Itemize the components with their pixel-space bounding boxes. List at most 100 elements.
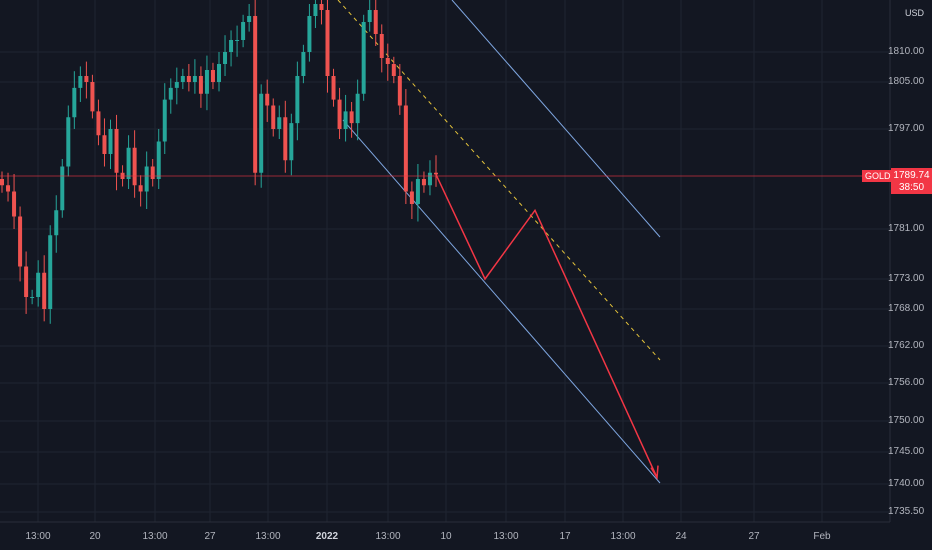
candle-body xyxy=(156,141,161,179)
candle-body xyxy=(295,76,300,124)
price-tick-label: 1810.00 xyxy=(888,46,925,57)
channel-upper-line xyxy=(451,0,661,238)
candle-body xyxy=(126,147,131,179)
candle-body xyxy=(180,76,185,82)
candle-body xyxy=(144,166,149,192)
candle-body xyxy=(72,87,77,118)
price-tick-label: 1781.00 xyxy=(888,223,925,234)
time-tick-label: 27 xyxy=(748,531,760,542)
time-tick-label: 13:00 xyxy=(493,531,519,542)
candle-body xyxy=(403,105,408,192)
candle-body xyxy=(391,64,396,76)
candle-body xyxy=(313,4,318,16)
price-tick-label: 1773.00 xyxy=(888,273,925,284)
candle-body xyxy=(253,16,258,173)
candle-body xyxy=(48,235,53,309)
candle-body xyxy=(247,16,252,22)
candle-body xyxy=(42,272,47,309)
channel-lower-line xyxy=(342,119,661,484)
time-tick-label: 13:00 xyxy=(375,531,401,542)
candle-body xyxy=(325,10,330,76)
time-tick-label: 10 xyxy=(440,531,452,542)
candle-body xyxy=(349,111,354,124)
candle-body xyxy=(102,135,107,154)
candle-body xyxy=(84,76,89,82)
price-tick-label: 1735.50 xyxy=(888,506,925,517)
price-tick-label: 1745.00 xyxy=(888,446,925,457)
candle-body xyxy=(421,179,426,186)
time-tick-label: Feb xyxy=(813,531,831,542)
candles xyxy=(0,0,438,324)
price-tick-label: 1740.00 xyxy=(888,478,925,489)
time-tick-label: 13:00 xyxy=(255,531,281,542)
time-tick-label: 20 xyxy=(89,531,101,542)
candle-body xyxy=(271,105,276,129)
price-tick-label: 1762.00 xyxy=(888,340,925,351)
candle-body xyxy=(168,87,173,100)
candle-body xyxy=(24,266,29,297)
last-price-value: 1789.74 xyxy=(893,170,930,181)
candle-body xyxy=(54,210,59,236)
candle-body xyxy=(186,76,191,82)
candle-body xyxy=(277,117,282,129)
projection-arrowhead xyxy=(650,465,659,480)
candle-body xyxy=(138,185,143,192)
candle-body xyxy=(108,129,113,154)
time-tick-label: 13:00 xyxy=(142,531,168,542)
candle-body xyxy=(434,172,438,175)
candle-body xyxy=(162,99,167,142)
candle-body xyxy=(427,172,432,186)
candle-body xyxy=(174,82,179,88)
candle-body xyxy=(210,70,215,82)
grid xyxy=(0,0,890,522)
candle-body xyxy=(204,70,209,94)
candle-body xyxy=(60,166,65,211)
candle-body xyxy=(241,22,246,40)
candle-body xyxy=(415,179,420,204)
candle-body xyxy=(235,40,240,41)
candle-body xyxy=(373,10,378,34)
candle-body xyxy=(198,76,203,94)
candle-body xyxy=(18,216,23,267)
time-tick-label: 17 xyxy=(559,531,571,542)
candle-body xyxy=(96,111,101,136)
candle-body xyxy=(409,191,414,204)
time-tick-label: 27 xyxy=(204,531,216,542)
candle-body xyxy=(30,297,35,298)
price-tick-label: 1756.00 xyxy=(888,377,925,388)
time-tick-label: 2022 xyxy=(315,531,339,542)
channel-midline xyxy=(337,0,661,361)
candle-body xyxy=(397,76,402,106)
projection-path xyxy=(435,174,658,478)
candle-body xyxy=(229,40,234,52)
candle-body xyxy=(90,82,95,112)
candle-body xyxy=(289,123,294,161)
candle-body xyxy=(361,22,366,94)
candle-body xyxy=(337,99,342,129)
time-tick-label: 13:00 xyxy=(25,531,51,542)
candle-body xyxy=(12,191,17,217)
currency-label[interactable]: USD xyxy=(904,8,924,18)
candle-body xyxy=(301,52,306,76)
candle-body xyxy=(36,272,41,297)
price-tick-label: 1805.00 xyxy=(888,76,925,87)
price-tick-label: 1797.00 xyxy=(888,123,925,134)
candle-body xyxy=(265,93,270,106)
candle-body xyxy=(223,52,228,64)
candle-body xyxy=(355,93,360,124)
drawings xyxy=(337,0,661,484)
candle-body xyxy=(78,76,83,88)
candle-body xyxy=(6,185,11,192)
candle-body xyxy=(307,16,312,52)
candle-body xyxy=(343,111,348,129)
candle-body xyxy=(331,76,336,100)
symbol-tag: GOLD xyxy=(862,170,894,182)
candle-body xyxy=(385,58,390,64)
bar-countdown: 38:50 xyxy=(898,182,925,193)
candle-body xyxy=(259,93,264,173)
price-tick-label: 1750.00 xyxy=(888,415,925,426)
time-tick-label: 13:00 xyxy=(610,531,636,542)
candle-body xyxy=(283,117,288,161)
